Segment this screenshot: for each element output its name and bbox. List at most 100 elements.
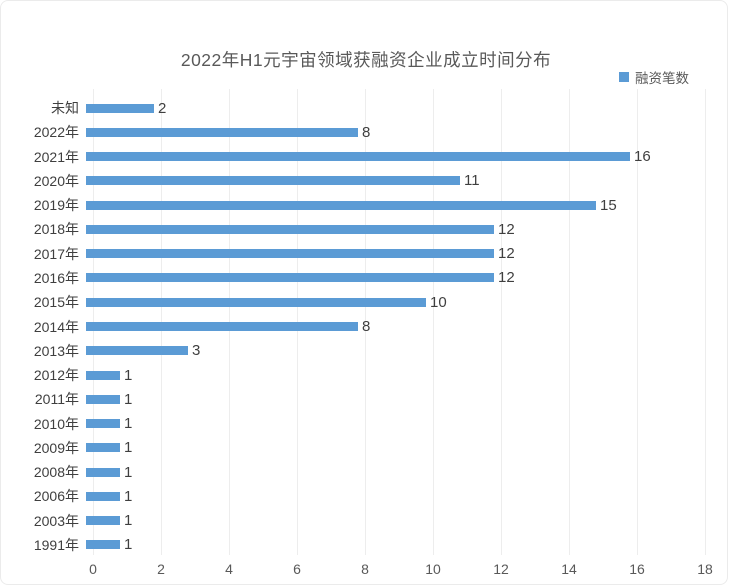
bar [86, 224, 494, 234]
bar-area: 1 [86, 509, 727, 533]
chart-row: 2015年 10 [1, 290, 727, 314]
value-label: 15 [600, 196, 617, 214]
value-label: 12 [498, 245, 515, 263]
chart-row: 2021年 16 [1, 145, 727, 169]
value-label: 1 [124, 366, 133, 384]
bar-area: 1 [86, 411, 727, 435]
bar [86, 540, 120, 550]
x-tick-label: 14 [561, 561, 577, 577]
chart-row: 2018年 12 [1, 217, 727, 241]
category-label: 2020年 [33, 172, 79, 189]
value-label: 8 [362, 318, 371, 336]
bar [86, 491, 120, 501]
category-label: 2014年 [33, 318, 79, 335]
bar [86, 443, 120, 453]
value-label: 8 [362, 123, 371, 141]
category-label: 2017年 [33, 245, 79, 262]
chart-title: 2022年H1元宇宙领域获融资企业成立时间分布 [180, 50, 552, 70]
bar [86, 176, 460, 186]
chart-row: 2010年 1 [1, 411, 727, 435]
value-label: 1 [124, 439, 133, 457]
category-label: 未知 [51, 100, 79, 117]
legend: 融资笔数 [619, 67, 689, 87]
bar [86, 249, 494, 259]
value-label: 1 [124, 390, 133, 408]
category-label: 2009年 [33, 439, 79, 456]
bar-area: 8 [86, 314, 727, 338]
bar-area: 12 [86, 217, 727, 241]
chart-row: 2022年 8 [1, 120, 727, 144]
bar-area: 1 [86, 387, 727, 411]
x-tick-label: 10 [425, 561, 441, 577]
bar-area: 12 [86, 242, 727, 266]
chart-row: 2019年 15 [1, 193, 727, 217]
gridline [297, 89, 298, 555]
bar-area: 1 [86, 363, 727, 387]
gridline [161, 89, 162, 555]
bar [86, 467, 120, 477]
bar [86, 127, 358, 137]
value-label: 12 [498, 220, 515, 238]
gridline [433, 89, 434, 555]
bar-area: 15 [86, 193, 727, 217]
chart-row: 2006年 1 [1, 484, 727, 508]
bar [86, 273, 494, 283]
value-label: 16 [634, 148, 651, 166]
bar [86, 200, 596, 210]
gridline [569, 89, 570, 555]
category-label: 2011年 [34, 391, 79, 408]
bar-area: 2 [86, 96, 727, 120]
x-tick-label: 6 [293, 561, 301, 577]
category-label: 2013年 [33, 342, 79, 359]
category-label: 2016年 [33, 269, 79, 286]
bar [86, 370, 120, 380]
category-label: 2018年 [33, 221, 79, 238]
x-tick-label: 4 [225, 561, 233, 577]
bar-area: 10 [86, 290, 727, 314]
value-label: 11 [464, 172, 480, 190]
x-tick-label: 0 [89, 561, 97, 577]
bar-area: 11 [86, 169, 727, 193]
bar-area: 12 [86, 266, 727, 290]
chart-row: 2011年 1 [1, 387, 727, 411]
category-label: 2008年 [33, 464, 79, 481]
bar-rows-layer: 未知 2 2022年 8 2021年 16 2020年 11 2019年 15 2018年 12 201… [1, 96, 727, 557]
gridline [93, 89, 94, 555]
value-label: 2 [158, 99, 167, 117]
gridline [637, 89, 638, 555]
bar [86, 394, 120, 404]
category-label: 2003年 [33, 512, 79, 529]
bar [86, 297, 426, 307]
gridline [229, 89, 230, 555]
value-label: 12 [498, 269, 515, 287]
category-label: 2021年 [33, 148, 79, 165]
bar-area: 1 [86, 484, 727, 508]
value-label: 3 [192, 342, 201, 360]
chart-row: 2009年 1 [1, 436, 727, 460]
gridline [705, 89, 706, 555]
bar-area: 3 [86, 339, 727, 363]
value-label: 1 [124, 536, 133, 554]
category-label: 1991年 [33, 536, 79, 553]
chart-row: 2008年 1 [1, 460, 727, 484]
chart-row: 1991年 1 [1, 533, 727, 557]
value-label: 1 [124, 512, 133, 530]
bar [86, 419, 120, 429]
value-label: 10 [430, 293, 447, 311]
value-label: 1 [124, 487, 133, 505]
chart-row: 2017年 12 [1, 242, 727, 266]
bar-area: 1 [86, 460, 727, 484]
bar-area: 8 [86, 120, 727, 144]
chart-row: 2020年 11 [1, 169, 727, 193]
x-tick-label: 8 [361, 561, 369, 577]
gridline [365, 89, 366, 555]
chart-row: 2014年 8 [1, 314, 727, 338]
category-label: 2019年 [33, 197, 79, 214]
value-label: 1 [124, 415, 133, 433]
chart-row: 2016年 12 [1, 266, 727, 290]
category-label: 2022年 [33, 124, 79, 141]
bar [86, 152, 630, 162]
x-tick-label: 12 [493, 561, 509, 577]
x-tick-label: 2 [157, 561, 165, 577]
